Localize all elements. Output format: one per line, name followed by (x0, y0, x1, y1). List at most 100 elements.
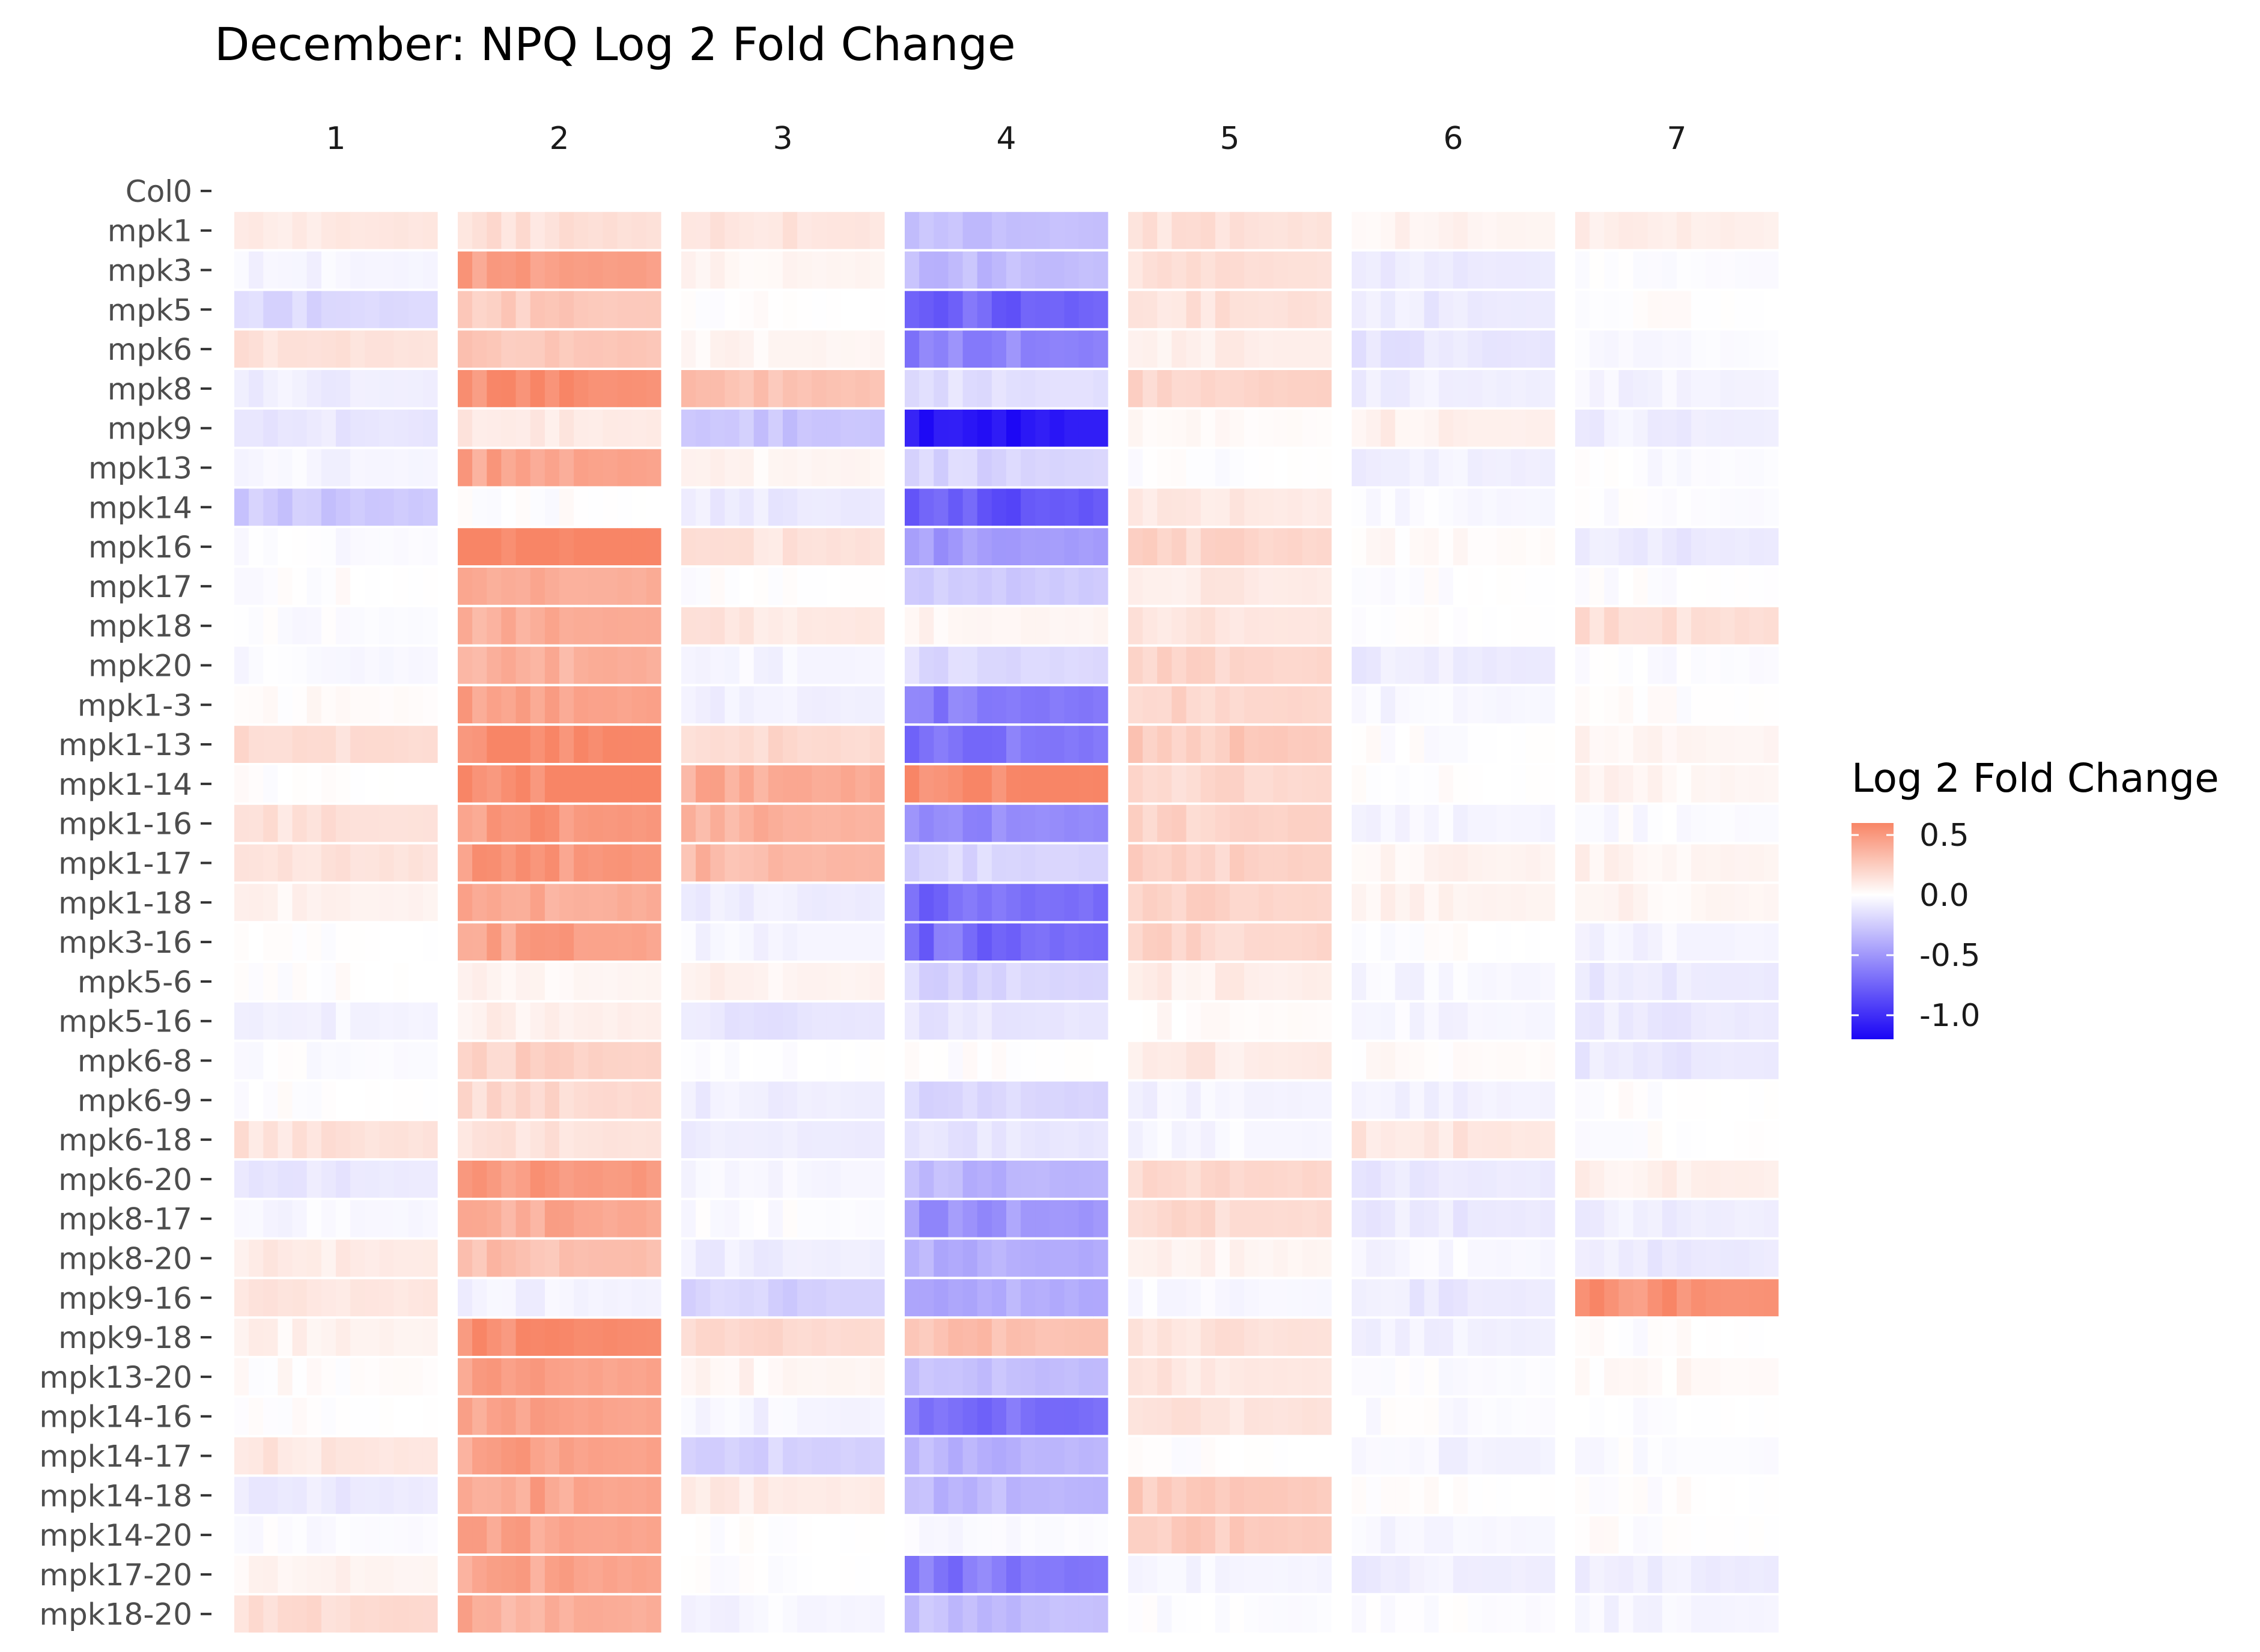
row-label-mpk1-18: mpk1-18 (58, 885, 192, 920)
heatmap-subcell (1273, 1121, 1289, 1158)
heatmap-subcell (1143, 528, 1158, 565)
heatmap-subcell (1575, 211, 1590, 249)
heatmap-subcell (1511, 1200, 1526, 1237)
heatmap-subcell (1259, 726, 1274, 763)
heatmap-subcell (991, 963, 1007, 1000)
heatmap-subcell (905, 1042, 920, 1080)
heatmap-subcell (1540, 646, 1555, 684)
heatmap-subcell (1006, 528, 1021, 565)
heatmap-subcell (1171, 211, 1187, 249)
heatmap-subcell (379, 646, 395, 684)
heatmap-subcell (768, 1556, 783, 1593)
heatmap-subcell (408, 607, 424, 645)
facet-label-5: 5 (1220, 121, 1239, 157)
heatmap-subcell (1749, 1042, 1764, 1080)
heatmap-subcell (408, 370, 424, 407)
heatmap-subcell (379, 1081, 395, 1119)
heatmap-subcell (1575, 686, 1590, 724)
heatmap-cell (234, 568, 438, 605)
heatmap-subcell (1078, 726, 1094, 763)
heatmap-subcell (991, 1358, 1007, 1395)
heatmap-subcell (797, 726, 812, 763)
heatmap-subcell (603, 646, 618, 684)
heatmap-subcell (393, 646, 409, 684)
heatmap-subcell (812, 804, 827, 842)
row-label-mpk3-16: mpk3-16 (58, 925, 192, 960)
heatmap-subcell (1424, 1239, 1439, 1277)
heatmap-subcell (1662, 488, 1677, 526)
heatmap-subcell (1064, 765, 1080, 803)
heatmap-subcell (472, 1397, 487, 1435)
heatmap-subcell (1287, 804, 1303, 842)
heatmap-subcell (1200, 884, 1216, 922)
heatmap-subcell (574, 1042, 589, 1080)
heatmap-subcell (934, 1121, 949, 1158)
heatmap-subcell (617, 1397, 633, 1435)
facet-label-4: 4 (996, 121, 1016, 157)
heatmap-subcell (768, 1279, 783, 1317)
heatmap-subcell (840, 1161, 856, 1198)
heatmap-subcell (1021, 1556, 1036, 1593)
heatmap-subcell (1157, 1358, 1172, 1395)
heatmap-subcell (1093, 844, 1108, 882)
heatmap-subcell (617, 449, 633, 487)
heatmap-subcell (617, 1358, 633, 1395)
heatmap-subcell (588, 330, 603, 368)
heatmap-subcell (1395, 211, 1411, 249)
heatmap-subcell (681, 1358, 696, 1395)
heatmap-subcell (1482, 607, 1497, 645)
heatmap-subcell (1540, 251, 1555, 289)
heatmap-subcell (458, 646, 473, 684)
heatmap-subcell (1302, 804, 1317, 842)
heatmap-subcell (487, 330, 502, 368)
heatmap-subcell (1021, 1002, 1036, 1040)
heatmap-subcell (962, 804, 978, 842)
heatmap-subcell (1006, 1319, 1021, 1356)
heatmap-subcell (1395, 528, 1411, 565)
heatmap-subcell (1677, 449, 1692, 487)
heatmap-cell (1352, 1161, 1555, 1198)
heatmap-subcell (1691, 1239, 1706, 1277)
heatmap-subcell (1316, 568, 1332, 605)
heatmap-cell (234, 409, 438, 447)
heatmap-subcell (1438, 370, 1454, 407)
heatmap-subcell (826, 291, 842, 329)
heatmap-subcell (1381, 1397, 1396, 1435)
heatmap-subcell (1352, 884, 1367, 922)
heatmap-subcell (1287, 211, 1303, 249)
heatmap-subcell (1157, 1002, 1172, 1040)
heatmap-subcell (1496, 251, 1512, 289)
heatmap-subcell (1409, 528, 1425, 565)
heatmap-subcell (840, 646, 856, 684)
heatmap-subcell (1352, 330, 1367, 368)
heatmap-subcell (1496, 330, 1512, 368)
heatmap-subcell (1128, 1556, 1143, 1593)
heatmap-subcell (1230, 1239, 1245, 1277)
heatmap-subcell (278, 172, 293, 210)
heatmap-subcell (422, 1002, 438, 1040)
heatmap-subcell (1381, 291, 1396, 329)
heatmap-subcell (1525, 1595, 1541, 1633)
heatmap-cell (905, 172, 1108, 210)
heatmap-subcell (1230, 607, 1245, 645)
heatmap-subcell (472, 1556, 487, 1593)
heatmap-subcell (1590, 1397, 1605, 1435)
heatmap-subcell (934, 1595, 949, 1633)
heatmap-cell (681, 686, 885, 724)
heatmap-subcell (1677, 251, 1692, 289)
heatmap-subcell (1302, 568, 1317, 605)
facet-label-6: 6 (1443, 121, 1463, 157)
heatmap-subcell (1381, 568, 1396, 605)
heatmap-subcell (1215, 607, 1230, 645)
heatmap-cell (681, 963, 885, 1000)
heatmap-subcell (1706, 963, 1721, 1000)
heatmap-subcell (393, 568, 409, 605)
heatmap-subcell (350, 1279, 365, 1317)
heatmap-subcell (1575, 646, 1590, 684)
heatmap-subcell (1575, 528, 1590, 565)
heatmap-subcell (681, 1121, 696, 1158)
heatmap-subcell (739, 1319, 755, 1356)
heatmap-subcell (408, 1556, 424, 1593)
heatmap-subcell (350, 923, 365, 961)
heatmap-subcell (739, 1161, 755, 1198)
